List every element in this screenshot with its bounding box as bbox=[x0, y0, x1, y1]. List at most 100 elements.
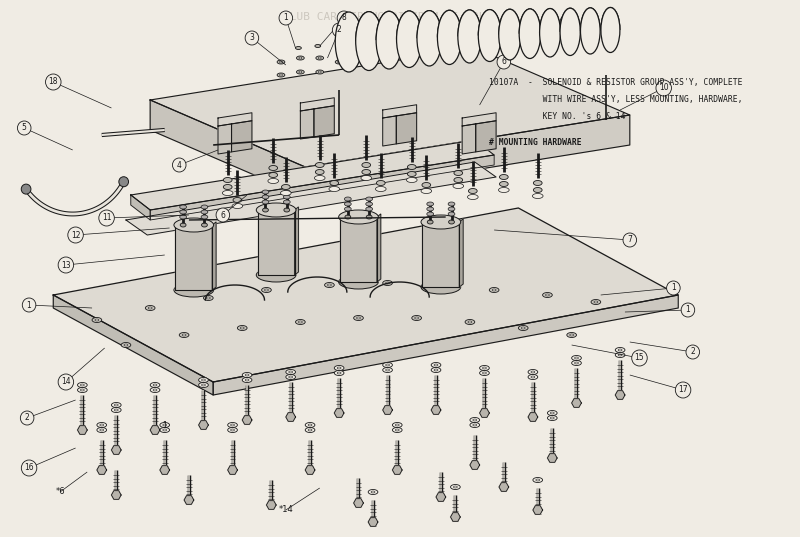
Ellipse shape bbox=[238, 325, 247, 330]
Ellipse shape bbox=[417, 11, 442, 66]
Ellipse shape bbox=[114, 404, 118, 406]
Ellipse shape bbox=[618, 354, 622, 356]
Ellipse shape bbox=[269, 165, 278, 171]
Polygon shape bbox=[111, 491, 121, 499]
Ellipse shape bbox=[454, 486, 458, 488]
Ellipse shape bbox=[202, 223, 207, 227]
Ellipse shape bbox=[536, 479, 540, 481]
Ellipse shape bbox=[480, 371, 490, 375]
Text: 10: 10 bbox=[659, 83, 669, 92]
Ellipse shape bbox=[100, 429, 104, 431]
Polygon shape bbox=[131, 195, 150, 220]
Polygon shape bbox=[150, 100, 306, 197]
Ellipse shape bbox=[412, 316, 422, 321]
Ellipse shape bbox=[574, 362, 578, 364]
Ellipse shape bbox=[153, 389, 157, 391]
Polygon shape bbox=[340, 217, 377, 282]
Ellipse shape bbox=[203, 295, 213, 301]
Polygon shape bbox=[436, 492, 446, 502]
Polygon shape bbox=[198, 420, 208, 429]
Ellipse shape bbox=[377, 180, 385, 185]
Ellipse shape bbox=[315, 45, 321, 47]
Polygon shape bbox=[462, 124, 476, 154]
Ellipse shape bbox=[492, 289, 496, 291]
Ellipse shape bbox=[201, 215, 208, 219]
Text: # MOUNTING HARDWARE: # MOUNTING HARDWARE bbox=[490, 138, 582, 147]
Polygon shape bbox=[54, 208, 678, 382]
Ellipse shape bbox=[427, 212, 434, 216]
Ellipse shape bbox=[240, 327, 244, 329]
Circle shape bbox=[58, 257, 74, 273]
Ellipse shape bbox=[531, 376, 535, 378]
Text: *6: *6 bbox=[55, 488, 65, 497]
Ellipse shape bbox=[468, 321, 472, 323]
Ellipse shape bbox=[591, 300, 601, 304]
Ellipse shape bbox=[174, 218, 214, 232]
Polygon shape bbox=[218, 113, 252, 126]
Ellipse shape bbox=[230, 424, 234, 426]
Polygon shape bbox=[97, 466, 106, 474]
Ellipse shape bbox=[277, 60, 285, 64]
Text: *14: *14 bbox=[278, 505, 294, 514]
Ellipse shape bbox=[95, 319, 99, 321]
Ellipse shape bbox=[615, 347, 625, 352]
Circle shape bbox=[681, 303, 694, 317]
Ellipse shape bbox=[473, 419, 477, 421]
Ellipse shape bbox=[540, 9, 561, 57]
Ellipse shape bbox=[338, 275, 378, 289]
Ellipse shape bbox=[528, 374, 538, 380]
Polygon shape bbox=[78, 426, 87, 434]
Ellipse shape bbox=[453, 184, 464, 188]
Ellipse shape bbox=[111, 403, 121, 408]
Ellipse shape bbox=[262, 190, 269, 194]
Ellipse shape bbox=[421, 188, 432, 193]
Ellipse shape bbox=[345, 197, 351, 201]
Polygon shape bbox=[459, 219, 463, 287]
Ellipse shape bbox=[315, 163, 324, 168]
Ellipse shape bbox=[316, 56, 324, 60]
Polygon shape bbox=[266, 500, 276, 509]
Polygon shape bbox=[300, 109, 314, 139]
Polygon shape bbox=[111, 446, 121, 454]
Text: 10107A  -  SOLENOID & RESISTOR GROUP ASS'Y, COMPLETE: 10107A - SOLENOID & RESISTOR GROUP ASS'Y… bbox=[490, 78, 742, 87]
Circle shape bbox=[623, 233, 637, 247]
Polygon shape bbox=[218, 124, 231, 154]
Circle shape bbox=[173, 158, 186, 172]
Ellipse shape bbox=[318, 57, 321, 59]
Polygon shape bbox=[533, 506, 542, 514]
Polygon shape bbox=[431, 405, 441, 415]
Text: 9: 9 bbox=[564, 18, 570, 26]
Ellipse shape bbox=[570, 334, 574, 336]
Ellipse shape bbox=[528, 369, 538, 374]
Ellipse shape bbox=[279, 74, 282, 76]
Text: 15: 15 bbox=[634, 353, 644, 362]
Circle shape bbox=[20, 411, 34, 425]
Ellipse shape bbox=[228, 427, 238, 432]
Ellipse shape bbox=[182, 334, 186, 336]
Polygon shape bbox=[499, 483, 509, 491]
Ellipse shape bbox=[256, 203, 296, 217]
Circle shape bbox=[632, 350, 647, 366]
Ellipse shape bbox=[338, 210, 378, 224]
Ellipse shape bbox=[299, 57, 302, 59]
Ellipse shape bbox=[245, 374, 249, 376]
Circle shape bbox=[18, 121, 31, 135]
Ellipse shape bbox=[180, 205, 186, 209]
Circle shape bbox=[58, 374, 74, 390]
Ellipse shape bbox=[121, 343, 131, 347]
Ellipse shape bbox=[81, 389, 84, 391]
Ellipse shape bbox=[306, 427, 315, 432]
Ellipse shape bbox=[100, 424, 104, 426]
Ellipse shape bbox=[306, 423, 315, 427]
Ellipse shape bbox=[427, 207, 434, 211]
Ellipse shape bbox=[366, 202, 373, 206]
Polygon shape bbox=[314, 106, 334, 137]
Ellipse shape bbox=[427, 220, 433, 224]
Ellipse shape bbox=[470, 423, 480, 427]
Polygon shape bbox=[382, 105, 417, 118]
Ellipse shape bbox=[519, 9, 541, 59]
Circle shape bbox=[656, 80, 671, 96]
Ellipse shape bbox=[382, 367, 393, 373]
Ellipse shape bbox=[478, 10, 501, 62]
Polygon shape bbox=[306, 115, 630, 197]
